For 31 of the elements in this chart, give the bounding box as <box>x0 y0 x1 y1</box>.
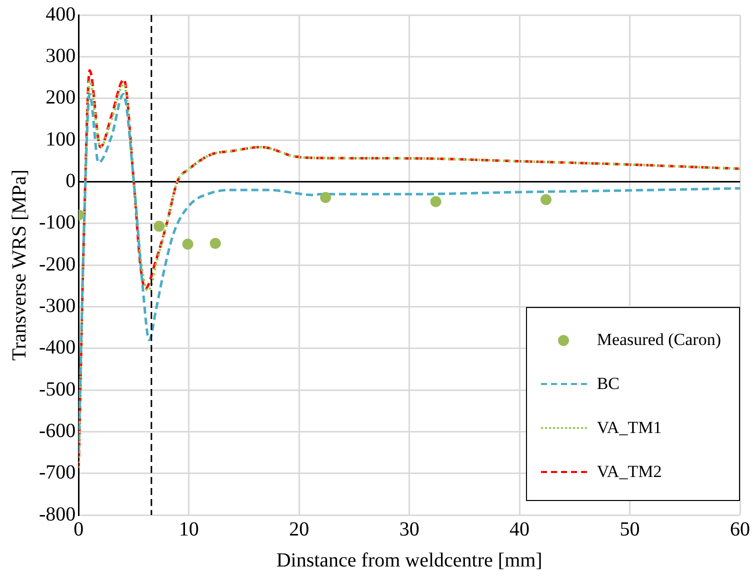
y-tick-label: -300 <box>38 294 76 317</box>
y-tick-label: 0 <box>66 170 76 192</box>
legend-label: BC <box>596 374 620 394</box>
y-tick-label: -100 <box>38 212 76 234</box>
x-tick-label: 40 <box>510 518 530 540</box>
y-tick-label: 300 <box>46 44 76 67</box>
legend-label: VA_TM2 <box>596 462 662 482</box>
point <box>320 192 332 203</box>
y-tick-label: -400 <box>38 336 76 359</box>
y-tick-label: -200 <box>38 253 76 276</box>
legend-label: Measured (Caron) <box>596 330 721 350</box>
y-tick-label: -700 <box>38 462 76 484</box>
point <box>540 194 552 206</box>
y-axis-title: Transverse WRS [MPa] <box>8 169 30 361</box>
x-tick-label: 30 <box>399 518 420 540</box>
y-tick-label: 400 <box>46 3 76 26</box>
point <box>430 196 442 208</box>
legend-label: VA_TM1 <box>596 418 662 438</box>
y-tick-label: -600 <box>38 420 76 442</box>
y-tick-label: -800 <box>38 503 76 526</box>
point <box>154 220 165 232</box>
x-tick-label: 60 <box>730 518 750 540</box>
x-axis-title: Dinstance from weldcentre [mm] <box>276 549 542 572</box>
y-tick-label: 100 <box>46 128 76 150</box>
y-tick-label: -500 <box>38 378 76 400</box>
x-tick-label: 10 <box>178 518 199 540</box>
x-tick-label: 50 <box>620 518 640 540</box>
point <box>210 238 221 249</box>
point <box>182 238 194 250</box>
y-tick-label: 200 <box>46 86 76 109</box>
x-tick-label: 20 <box>289 518 310 540</box>
